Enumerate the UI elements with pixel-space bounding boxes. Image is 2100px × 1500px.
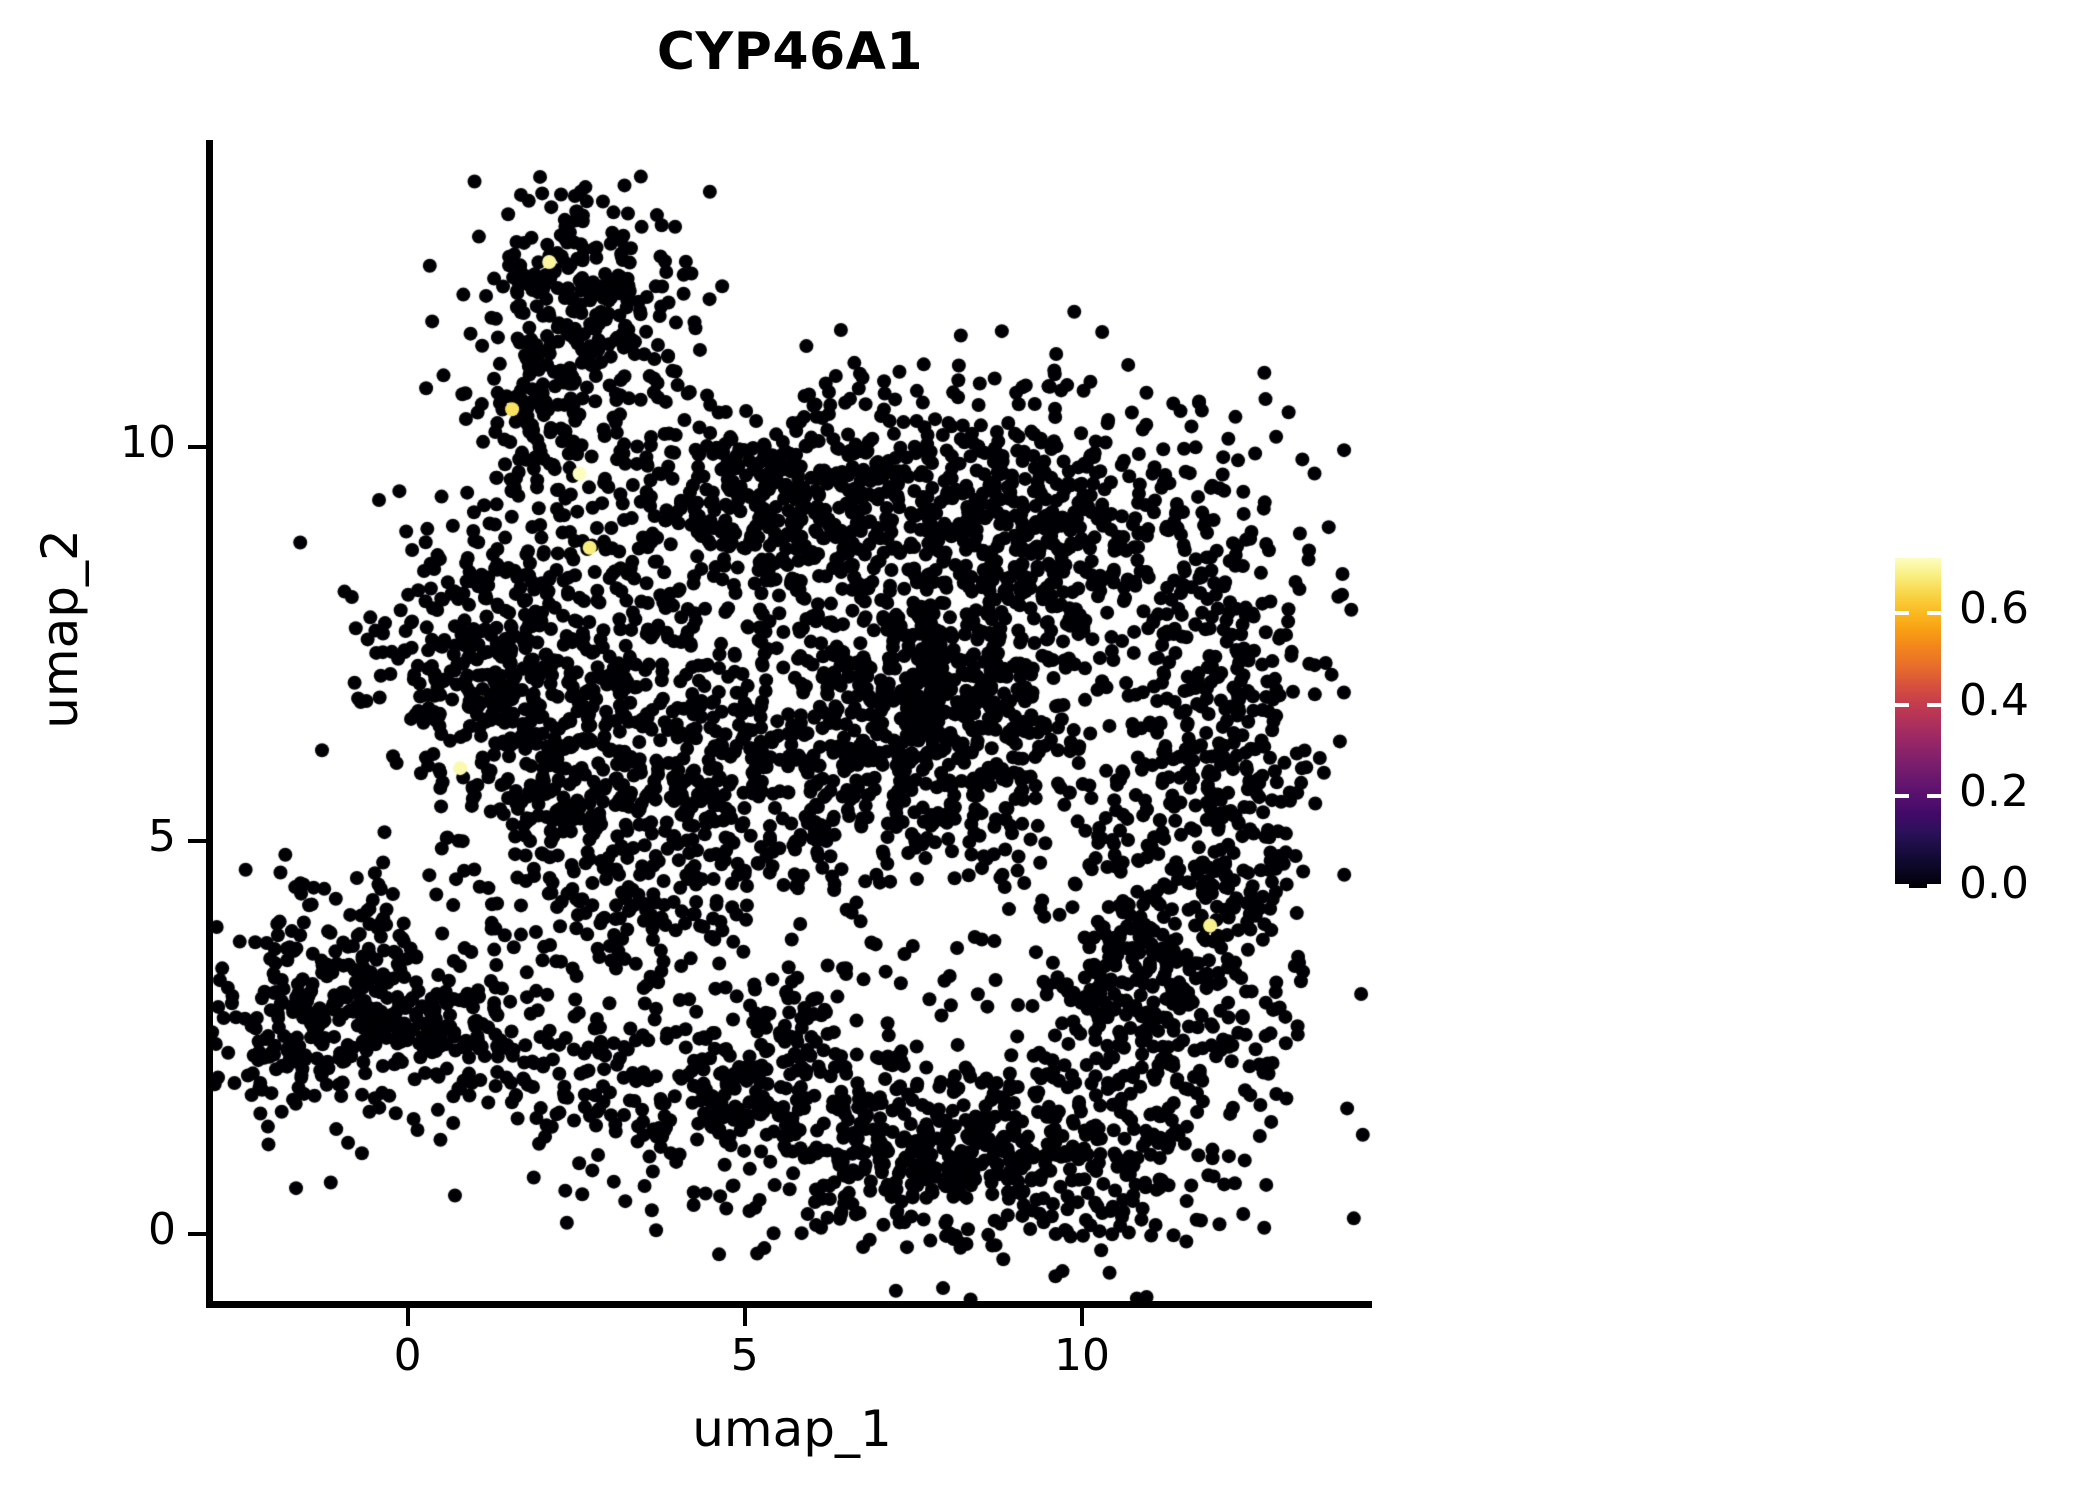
- x-axis-label: umap_1: [692, 1400, 892, 1458]
- y-tick-label: 5: [148, 810, 176, 862]
- colorbar-gradient: [1895, 558, 1941, 888]
- x-tick-mark: [1080, 1308, 1084, 1326]
- x-tick-label: 5: [730, 1330, 759, 1381]
- y-tick-label: 10: [120, 416, 176, 468]
- y-axis-label: umap_2: [31, 529, 89, 729]
- colorbar-tick-label: 0.4: [1959, 674, 2029, 726]
- x-tick-mark: [405, 1308, 410, 1326]
- colorbar-tick-label: 0.6: [1959, 583, 2029, 634]
- colorbar-tick-label: 0.2: [1959, 766, 2029, 818]
- x-tick-label: 10: [1054, 1330, 1110, 1381]
- colorbar-tick-mark: [1927, 884, 1941, 888]
- colorbar-tick-mark: [1927, 702, 1941, 707]
- colorbar-tick-mark: [1927, 794, 1941, 799]
- colorbar-tick-mark: [1927, 611, 1941, 615]
- colorbar-tick-mark: [1895, 794, 1909, 799]
- colorbar-tick-mark: [1895, 702, 1909, 707]
- x-axis-spine: [206, 1301, 1372, 1308]
- y-tick-mark: [188, 444, 206, 449]
- y-tick-label: 0: [148, 1204, 176, 1256]
- colorbar-tick-mark: [1895, 884, 1909, 888]
- scatter-plot: [212, 140, 1372, 1305]
- x-tick-mark: [742, 1308, 747, 1326]
- y-tick-mark: [188, 838, 206, 843]
- page-title: CYP46A1: [656, 22, 924, 82]
- plot-axes-area: [212, 140, 1372, 1305]
- colorbar: 0.0 0.2 0.4 0.6: [1895, 558, 2095, 909]
- colorbar-tick-mark: [1895, 611, 1909, 615]
- x-tick-label: 0: [393, 1330, 422, 1381]
- colorbar-tick-label: 0.0: [1959, 858, 2029, 909]
- y-axis-spine: [206, 140, 213, 1308]
- y-tick-mark: [188, 1232, 206, 1237]
